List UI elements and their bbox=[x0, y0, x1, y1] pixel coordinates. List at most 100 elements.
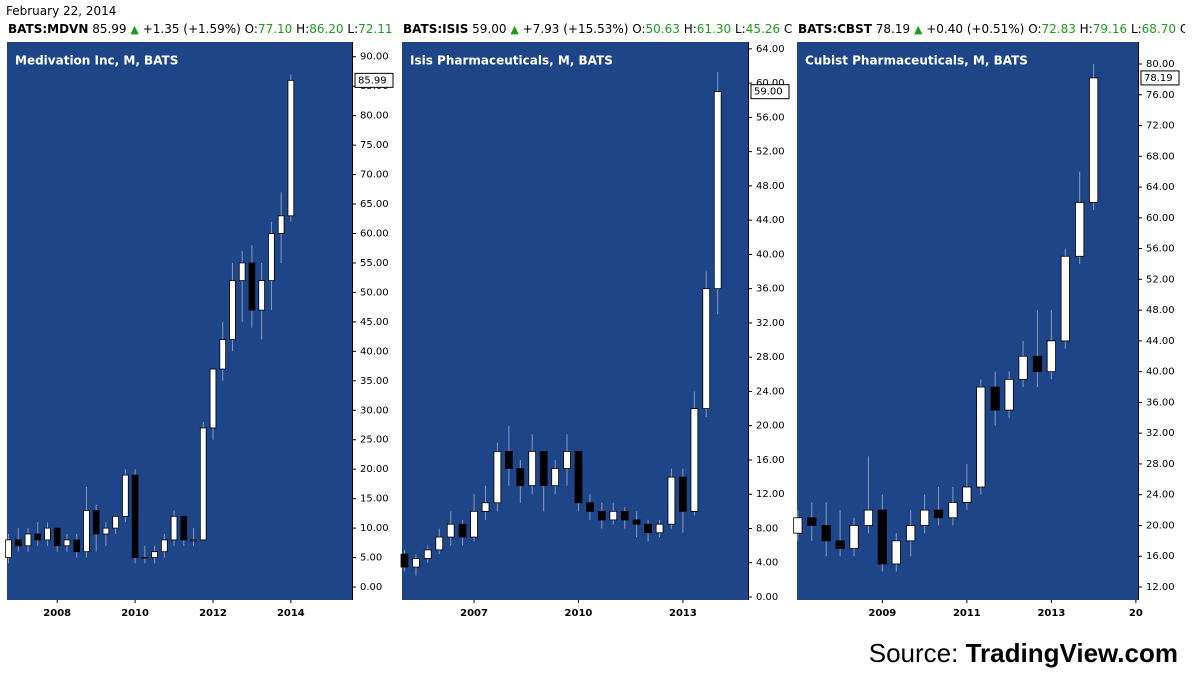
y-tick-label: 15.00 bbox=[360, 494, 389, 505]
change: +1.35 (+1.59%) bbox=[142, 22, 241, 36]
candle-body bbox=[655, 523, 664, 534]
y-tick-label: 5.00 bbox=[360, 553, 382, 564]
y-tick-label: 12.00 bbox=[756, 489, 785, 500]
x-tick-label: 2009 bbox=[868, 608, 896, 619]
candle-body bbox=[962, 486, 972, 503]
y-tick-label: 60.00 bbox=[756, 78, 785, 89]
y-tick-label: 20.00 bbox=[360, 464, 389, 475]
y-tick-label: 40.00 bbox=[756, 249, 785, 260]
candle-body bbox=[102, 527, 110, 535]
field-label: L: bbox=[734, 22, 746, 36]
candle-body bbox=[713, 91, 722, 290]
y-tick-label: 24.00 bbox=[1146, 490, 1175, 501]
y-tick-label: 60.00 bbox=[360, 228, 389, 239]
x-tick-label: 20 bbox=[1129, 608, 1143, 619]
field-value: 50.63 bbox=[645, 22, 680, 36]
field-label: C: bbox=[1179, 22, 1185, 36]
field-value: 45.26 bbox=[745, 22, 781, 36]
candle-body bbox=[597, 510, 606, 521]
y-tick-label: 20.00 bbox=[1146, 520, 1175, 531]
candle-body bbox=[24, 533, 32, 547]
candle-body bbox=[835, 540, 845, 549]
plot-background bbox=[7, 42, 352, 600]
candle-body bbox=[180, 515, 188, 541]
field-value: 86.20 bbox=[309, 22, 344, 36]
y-tick-label: 75.00 bbox=[360, 140, 389, 151]
y-tick-label: 55.00 bbox=[360, 258, 389, 269]
field-label: H: bbox=[683, 22, 697, 36]
y-tick-label: 32.00 bbox=[756, 318, 785, 329]
field-value: 79.16 bbox=[1092, 22, 1128, 36]
y-tick-label: 56.00 bbox=[756, 112, 785, 123]
field-label: H: bbox=[1079, 22, 1093, 36]
quote-strip: BATS:ISIS 59.00 ▲ +7.93 (+15.53%) O:50.6… bbox=[403, 22, 792, 38]
x-tick-label: 2014 bbox=[277, 608, 305, 619]
y-tick-label: 44.00 bbox=[756, 215, 785, 226]
candle-body bbox=[258, 280, 265, 311]
candle-body bbox=[131, 474, 139, 558]
y-tick-label: 65.00 bbox=[360, 199, 389, 210]
candle-body bbox=[83, 510, 90, 553]
y-tick-label: 48.00 bbox=[756, 181, 785, 192]
candle-body bbox=[574, 450, 583, 504]
candle-body bbox=[209, 368, 217, 429]
chart-title: Medivation Inc, M, BATS bbox=[15, 54, 178, 68]
candle-body bbox=[586, 502, 594, 512]
y-tick-label: 64.00 bbox=[756, 44, 785, 55]
last-price-label: 59.00 bbox=[754, 87, 783, 98]
y-tick-label: 8.00 bbox=[756, 523, 778, 534]
change: +0.40 (+0.51%) bbox=[926, 22, 1025, 36]
field-label: H: bbox=[296, 22, 310, 36]
candle-body bbox=[190, 539, 197, 542]
field-value: 72.11 bbox=[358, 22, 393, 36]
field-label: O: bbox=[1028, 22, 1042, 36]
y-tick-label: 80.00 bbox=[1146, 59, 1175, 70]
last-price-box bbox=[354, 72, 394, 88]
x-tick-label: 2013 bbox=[1037, 608, 1065, 619]
field-label: C: bbox=[783, 22, 792, 36]
candle-body bbox=[891, 540, 901, 565]
x-tick-label: 2007 bbox=[460, 608, 488, 619]
field-label: O: bbox=[244, 22, 258, 36]
y-tick-label: 32.00 bbox=[1146, 428, 1175, 439]
candle-body bbox=[563, 450, 571, 469]
y-tick-label: 0.00 bbox=[360, 582, 382, 593]
y-tick-label: 52.00 bbox=[756, 147, 785, 158]
candle-body bbox=[516, 468, 525, 487]
candle-body bbox=[34, 533, 42, 541]
candle-body bbox=[551, 468, 560, 487]
field-value: 68.70 bbox=[1141, 22, 1177, 36]
candle-body bbox=[412, 558, 420, 568]
plot-background bbox=[402, 42, 748, 600]
y-tick-label: 48.00 bbox=[1146, 305, 1175, 316]
candle-body bbox=[219, 339, 227, 370]
y-tick-label: 64.00 bbox=[1146, 182, 1175, 193]
y-tick-label: 24.00 bbox=[756, 386, 785, 397]
candle-body bbox=[1075, 202, 1085, 257]
candle-body bbox=[620, 510, 629, 521]
field-label: L: bbox=[347, 22, 359, 36]
candle-body bbox=[277, 215, 285, 234]
candle-body bbox=[1032, 355, 1043, 373]
y-tick-label: 76.00 bbox=[1146, 90, 1175, 101]
candle-body bbox=[53, 527, 61, 547]
candle-body bbox=[199, 427, 207, 541]
y-tick-label: 40.00 bbox=[1146, 367, 1175, 378]
candle-body bbox=[990, 386, 1000, 411]
y-tick-label: 20.00 bbox=[756, 421, 785, 432]
candle-body bbox=[170, 515, 178, 541]
candle-body bbox=[151, 551, 158, 558]
y-tick-label: 44.00 bbox=[1146, 336, 1175, 347]
candle-body bbox=[248, 262, 256, 311]
x-tick-label: 2010 bbox=[565, 608, 593, 619]
y-tick-label: 35.00 bbox=[360, 376, 389, 387]
date: February 22, 2014 bbox=[6, 4, 117, 18]
up-arrow: ▲ bbox=[130, 23, 139, 36]
candle-body bbox=[470, 510, 478, 538]
y-tick-label: 28.00 bbox=[756, 352, 785, 363]
quote-strip: BATS:MDVN 85.99 ▲ +1.35 (+1.59%) O:77.10… bbox=[8, 22, 397, 38]
candle-body bbox=[238, 262, 246, 282]
last-price-label: 85.99 bbox=[358, 75, 387, 86]
